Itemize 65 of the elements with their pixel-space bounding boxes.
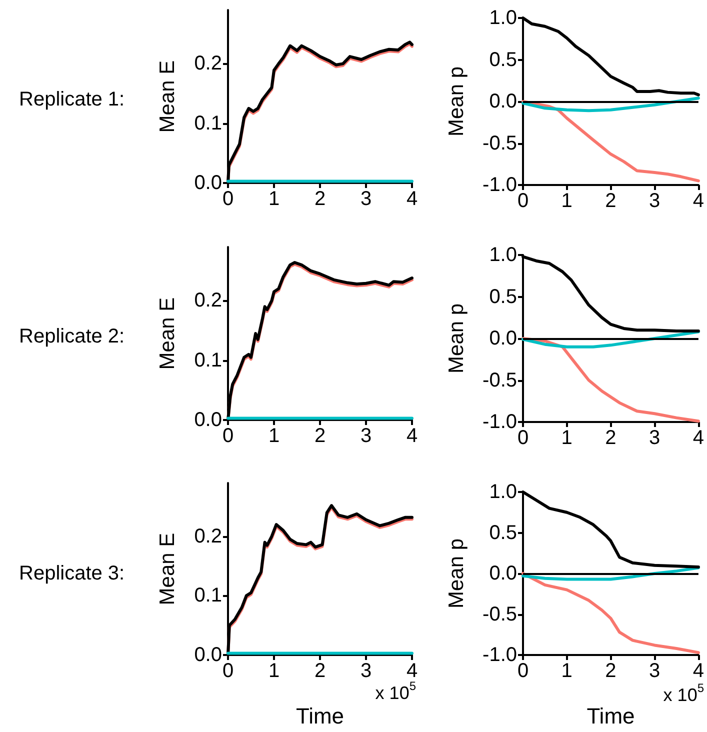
x-tick-label: 0 bbox=[222, 660, 234, 682]
y-tick-label: 0.0 bbox=[194, 644, 222, 666]
y-tick-label: 0.1 bbox=[194, 584, 222, 607]
x-tick-label: 0 bbox=[517, 190, 529, 212]
text: Replicate 2: bbox=[19, 326, 125, 348]
x-tick-label: 4 bbox=[406, 188, 418, 210]
x-tick-label: 3 bbox=[649, 190, 660, 212]
x-tick-label: 4 bbox=[692, 190, 704, 212]
x-tick-label: 1 bbox=[268, 425, 280, 447]
y-tick-label: -0.5 bbox=[482, 369, 517, 392]
y-axis-title: Mean E bbox=[156, 297, 179, 370]
x-tick-label: 3 bbox=[649, 660, 660, 682]
x-tick-label: 3 bbox=[649, 427, 660, 449]
y-tick-label: 0.1 bbox=[194, 112, 222, 134]
x-tick-label: 2 bbox=[605, 660, 616, 682]
y-axis-title: Mean p bbox=[445, 303, 468, 374]
y-tick-label: 0.0 bbox=[489, 562, 517, 584]
x-tick-label: 1 bbox=[561, 660, 572, 682]
x-tick-label: 1 bbox=[561, 190, 572, 212]
x-tick-label: 4 bbox=[406, 660, 418, 682]
y-tick-label: -0.5 bbox=[482, 132, 517, 154]
y-axis-title: Mean E bbox=[156, 532, 179, 606]
x-tick-label: 3 bbox=[360, 188, 372, 210]
x-tick-label: 0 bbox=[222, 188, 234, 210]
y-tick-label: -0.5 bbox=[482, 603, 517, 626]
y-axis-title: Mean E bbox=[156, 60, 179, 133]
x-tick-label: 0 bbox=[517, 660, 529, 682]
y-tick-label: -1.0 bbox=[482, 411, 517, 433]
x-axis-title: Time bbox=[586, 704, 635, 728]
y-tick-label: 0.2 bbox=[194, 290, 222, 312]
x-tick-label: 2 bbox=[605, 427, 616, 449]
y-tick-label: 0.0 bbox=[194, 409, 222, 431]
x-tick-label: 4 bbox=[692, 660, 704, 682]
text: Replicate 1: bbox=[19, 88, 125, 110]
x-tick-label: 3 bbox=[360, 425, 372, 447]
x-tick-label: 1 bbox=[268, 660, 280, 682]
x-tick-label: 2 bbox=[314, 188, 326, 210]
x-tick-label: 4 bbox=[692, 427, 704, 449]
y-tick-label: 0.2 bbox=[194, 525, 222, 548]
x-tick-label: 1 bbox=[561, 427, 572, 449]
y-tick-label: 0.1 bbox=[194, 349, 222, 372]
y-tick-label: 0.5 bbox=[489, 286, 517, 308]
y-tick-label: 0.0 bbox=[489, 328, 517, 350]
y-tick-label: 1.0 bbox=[489, 481, 517, 503]
y-tick-label: 0.5 bbox=[489, 48, 517, 71]
y-axis-title: Mean p bbox=[445, 538, 468, 609]
x-tick-label: 0 bbox=[222, 425, 234, 447]
x-axis-title: Time bbox=[296, 704, 344, 728]
x-tick-label: 1 bbox=[268, 188, 280, 210]
y-tick-label: -1.0 bbox=[482, 644, 517, 666]
x-tick-label: 2 bbox=[314, 425, 326, 447]
y-axis-title: Mean p bbox=[445, 66, 468, 137]
x-tick-label: 2 bbox=[314, 660, 326, 682]
y-tick-label: 0.0 bbox=[489, 90, 517, 112]
x-tick-label: 0 bbox=[517, 427, 529, 449]
x-tick-label: 2 bbox=[605, 190, 616, 212]
y-tick-label: 0.2 bbox=[194, 52, 222, 75]
x-tick-label: 3 bbox=[360, 660, 372, 682]
y-tick-label: -1.0 bbox=[482, 174, 517, 196]
y-tick-label: 1.0 bbox=[489, 244, 517, 266]
y-tick-label: 1.0 bbox=[489, 7, 517, 29]
x-tick-label: 4 bbox=[406, 425, 418, 447]
y-tick-label: 0.5 bbox=[489, 522, 517, 544]
text: Replicate 3: bbox=[19, 562, 125, 584]
y-tick-label: 0.0 bbox=[194, 172, 222, 194]
